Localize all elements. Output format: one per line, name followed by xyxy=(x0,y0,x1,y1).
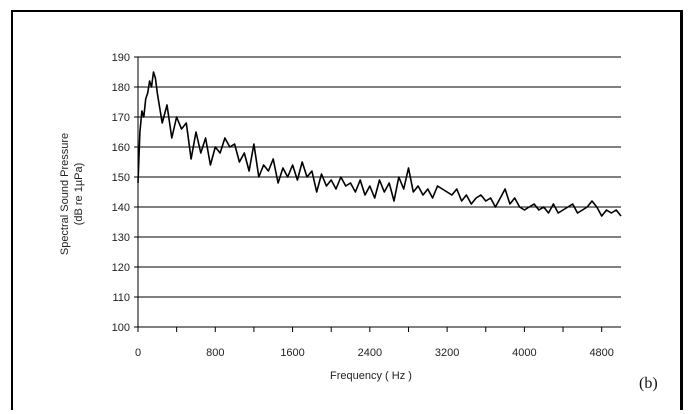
y-tick-label: 120 xyxy=(112,262,130,274)
y-tick-label: 130 xyxy=(112,232,130,244)
y-axis-title-line2: (dB re 1µPa) xyxy=(73,163,85,226)
x-tick-labels: 0 800 1600 2400 3200 4000 4800 xyxy=(135,347,614,359)
y-tick-label: 190 xyxy=(112,52,130,64)
y-tick-label: 110 xyxy=(112,292,130,304)
y-tick-label: 170 xyxy=(112,112,130,124)
y-tick-label: 180 xyxy=(112,82,130,94)
y-tick-label: 140 xyxy=(112,202,130,214)
x-tick-label: 800 xyxy=(206,347,224,359)
x-tick-label: 0 xyxy=(135,347,141,359)
y-axis-title-line1: Spectral Sound Pressure xyxy=(59,133,71,255)
x-tick-label: 2400 xyxy=(358,347,382,359)
grid-lines xyxy=(138,56,621,298)
x-axis-title: Frequency ( Hz ) xyxy=(330,370,412,382)
x-tick-label: 1600 xyxy=(280,347,304,359)
x-tick-label: 4000 xyxy=(512,347,536,359)
y-tick-label: 100 xyxy=(112,322,130,334)
x-tick-label: 4800 xyxy=(589,347,613,359)
panel-label: (b) xyxy=(639,375,658,392)
x-tick-label: 3200 xyxy=(435,347,459,359)
axes xyxy=(134,56,621,332)
y-tick-labels: 100 110 120 130 140 150 160 170 180 190 xyxy=(112,52,130,334)
series-line-0 xyxy=(137,71,622,217)
y-tick-label: 160 xyxy=(112,142,130,154)
figure-frame xyxy=(11,10,683,410)
series-layer xyxy=(137,71,622,217)
y-tick-label: 150 xyxy=(112,172,130,184)
